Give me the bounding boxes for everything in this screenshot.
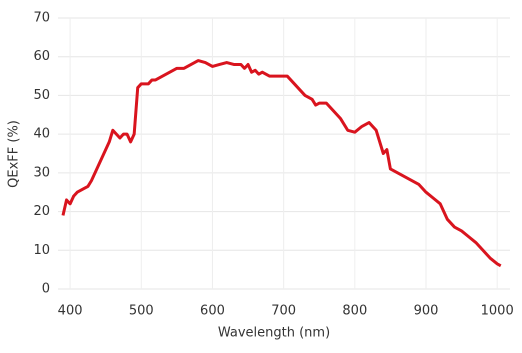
x-tick-label: 400 — [58, 304, 83, 319]
x-tick-label: 800 — [342, 304, 367, 319]
y-tick-label: 30 — [33, 165, 50, 180]
y-tick-label: 0 — [42, 282, 50, 297]
x-axis-label: Wavelength (nm) — [218, 326, 330, 341]
x-tick-label: 600 — [200, 304, 225, 319]
y-tick-label: 70 — [33, 11, 50, 26]
y-axis-label: QExFF (%) — [7, 120, 22, 188]
y-tick-label: 40 — [33, 127, 50, 142]
x-tick-label: 700 — [271, 304, 296, 319]
x-tick-label: 900 — [414, 304, 439, 319]
x-tick-label: 500 — [129, 304, 154, 319]
y-tick-label: 20 — [33, 204, 50, 219]
y-tick-label: 60 — [33, 49, 50, 64]
x-tick-label: 1000 — [481, 304, 514, 319]
y-tick-label: 50 — [33, 88, 50, 103]
data-line — [61, 59, 502, 268]
y-tick-label: 10 — [33, 243, 50, 258]
